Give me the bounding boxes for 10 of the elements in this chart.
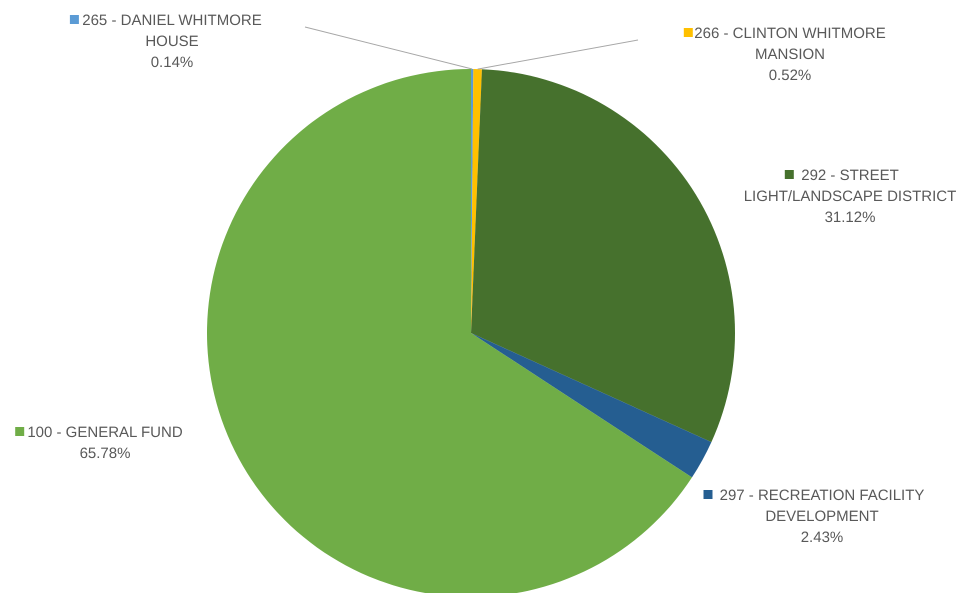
data-label: 65.78%: [80, 445, 130, 462]
data-label: 2.43%: [800, 529, 844, 546]
data-label: 0.14%: [150, 54, 194, 71]
legend-label: 100 - GENERAL FUND: [27, 424, 183, 441]
data-label: 0.52%: [768, 67, 812, 84]
data-label: 31.12%: [824, 209, 876, 226]
legend-label: 292 - STREET LIGHT/LANDSCAPE DISTRICT: [744, 167, 956, 205]
legend-label: 297 - RECREATION FACILITY DEVELOPMENT: [720, 487, 924, 525]
legend-label: 265 - DANIEL WHITMORE HOUSE: [82, 12, 262, 50]
legend-label: 266 - CLINTON WHITMORE MANSION: [694, 25, 886, 63]
